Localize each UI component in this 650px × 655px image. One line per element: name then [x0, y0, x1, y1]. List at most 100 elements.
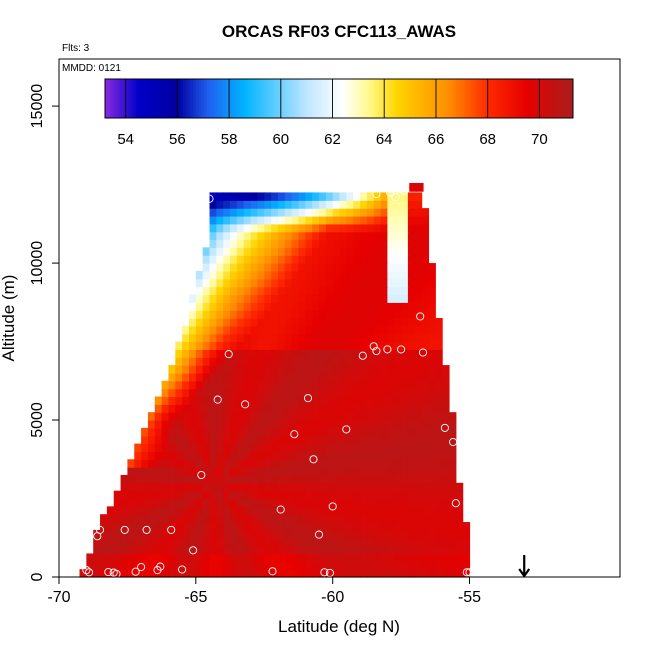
heatmap-cell	[264, 341, 272, 350]
sample-point	[470, 538, 480, 547]
heatmap-cell	[257, 372, 265, 382]
heatmap-cell	[250, 247, 258, 256]
heatmap-cell	[209, 490, 217, 500]
heatmap-cell	[401, 569, 409, 578]
heatmap-cell	[216, 231, 224, 241]
heatmap-cell	[401, 372, 409, 382]
heatmap-cell	[161, 380, 170, 390]
heatmap-cell	[113, 498, 122, 507]
colorbar-swatch	[263, 79, 267, 118]
heatmap-cell	[236, 333, 245, 343]
heatmap-cell	[435, 522, 443, 531]
heatmap-cell	[195, 506, 204, 515]
heatmap-cell	[236, 357, 245, 366]
heatmap-cell	[325, 357, 334, 366]
heatmap-cell	[202, 325, 211, 335]
heatmap-cell	[264, 333, 272, 343]
heatmap-cell	[154, 435, 163, 445]
colorbar-tick-label: 58	[221, 131, 238, 148]
heatmap-cell	[401, 427, 409, 437]
heatmap-cell	[195, 569, 204, 578]
heatmap-cell	[318, 341, 327, 350]
heatmap-cell	[202, 443, 211, 453]
heatmap-cell	[277, 506, 286, 515]
heatmap-cell	[291, 318, 300, 327]
heatmap-cell	[366, 396, 375, 405]
heatmap-cell	[202, 420, 211, 429]
heatmap-cell	[243, 553, 252, 562]
heatmap-cell	[209, 396, 217, 405]
heatmap-cell	[202, 482, 211, 492]
heatmap-cell	[407, 412, 416, 421]
heatmap-cell	[236, 420, 245, 429]
colorbar-swatch	[268, 79, 272, 118]
heatmap-cell	[421, 357, 430, 366]
heatmap-cell	[421, 537, 430, 547]
heatmap-cell	[291, 451, 300, 460]
heatmap-cell	[257, 208, 265, 217]
heatmap-cell	[442, 412, 450, 421]
heatmap-cell	[243, 255, 252, 264]
heatmap-cell	[236, 286, 245, 296]
heatmap-cell	[284, 569, 293, 578]
heatmap-cell	[346, 302, 354, 311]
heatmap-cell	[216, 529, 224, 539]
heatmap-cell	[257, 553, 265, 562]
heatmap-cell	[188, 420, 197, 429]
heatmap-cell	[407, 474, 416, 484]
heatmap-cell	[147, 467, 156, 476]
heatmap-cell	[202, 380, 211, 390]
heatmap-cell	[318, 294, 327, 303]
colorbar-swatch	[508, 79, 512, 118]
heatmap-cell	[298, 561, 306, 570]
heatmap-cell	[414, 302, 423, 311]
heatmap-cell	[428, 522, 436, 531]
heatmap-cell	[312, 474, 320, 484]
heatmap-cell	[325, 443, 334, 453]
heatmap-cell	[407, 459, 416, 468]
heatmap-cell	[346, 529, 354, 539]
colorbar-swatch	[388, 79, 392, 118]
heatmap-cell	[305, 223, 313, 233]
heatmap-cell	[147, 459, 156, 468]
heatmap-cell	[373, 223, 382, 233]
y-tick-label: 10000	[29, 241, 46, 286]
heatmap-cell	[401, 474, 409, 484]
heatmap-cell	[373, 349, 382, 358]
heatmap-cell	[339, 208, 347, 217]
heatmap-cell	[264, 310, 272, 319]
heatmap-cell	[120, 537, 129, 547]
heatmap-cell	[421, 325, 430, 335]
heatmap-cell	[236, 435, 245, 445]
heatmap-cell	[366, 435, 375, 445]
heatmap-cell	[421, 396, 430, 405]
heatmap-cell	[284, 357, 293, 366]
heatmap-cell	[216, 286, 224, 296]
heatmap-cell	[141, 514, 149, 523]
heatmap-cell	[264, 208, 272, 217]
heatmap-cell	[202, 310, 211, 319]
heatmap-cell	[154, 514, 163, 523]
heatmap-cell	[250, 270, 258, 280]
heatmap-cell	[305, 318, 313, 327]
heatmap-cell	[202, 474, 211, 484]
heatmap-cell	[257, 255, 265, 264]
heatmap-cell	[202, 404, 211, 413]
heatmap-cell	[298, 396, 306, 405]
heatmap-cell	[339, 506, 347, 515]
heatmap-cell	[442, 380, 450, 390]
heatmap-cell	[442, 435, 450, 445]
heatmap-cell	[161, 388, 170, 398]
heatmap-cell	[428, 294, 436, 303]
heatmap-cell	[318, 231, 327, 241]
heatmap-cell	[271, 396, 279, 405]
heatmap-cell	[318, 404, 327, 413]
heatmap-cell	[298, 443, 306, 453]
heatmap-cell	[401, 459, 409, 468]
heatmap-cell	[243, 302, 252, 311]
heatmap-cell	[407, 561, 416, 570]
heatmap-cell	[182, 537, 190, 547]
heatmap-cell	[154, 545, 163, 555]
heatmap-cell	[318, 396, 327, 405]
heatmap-cell	[284, 522, 293, 531]
